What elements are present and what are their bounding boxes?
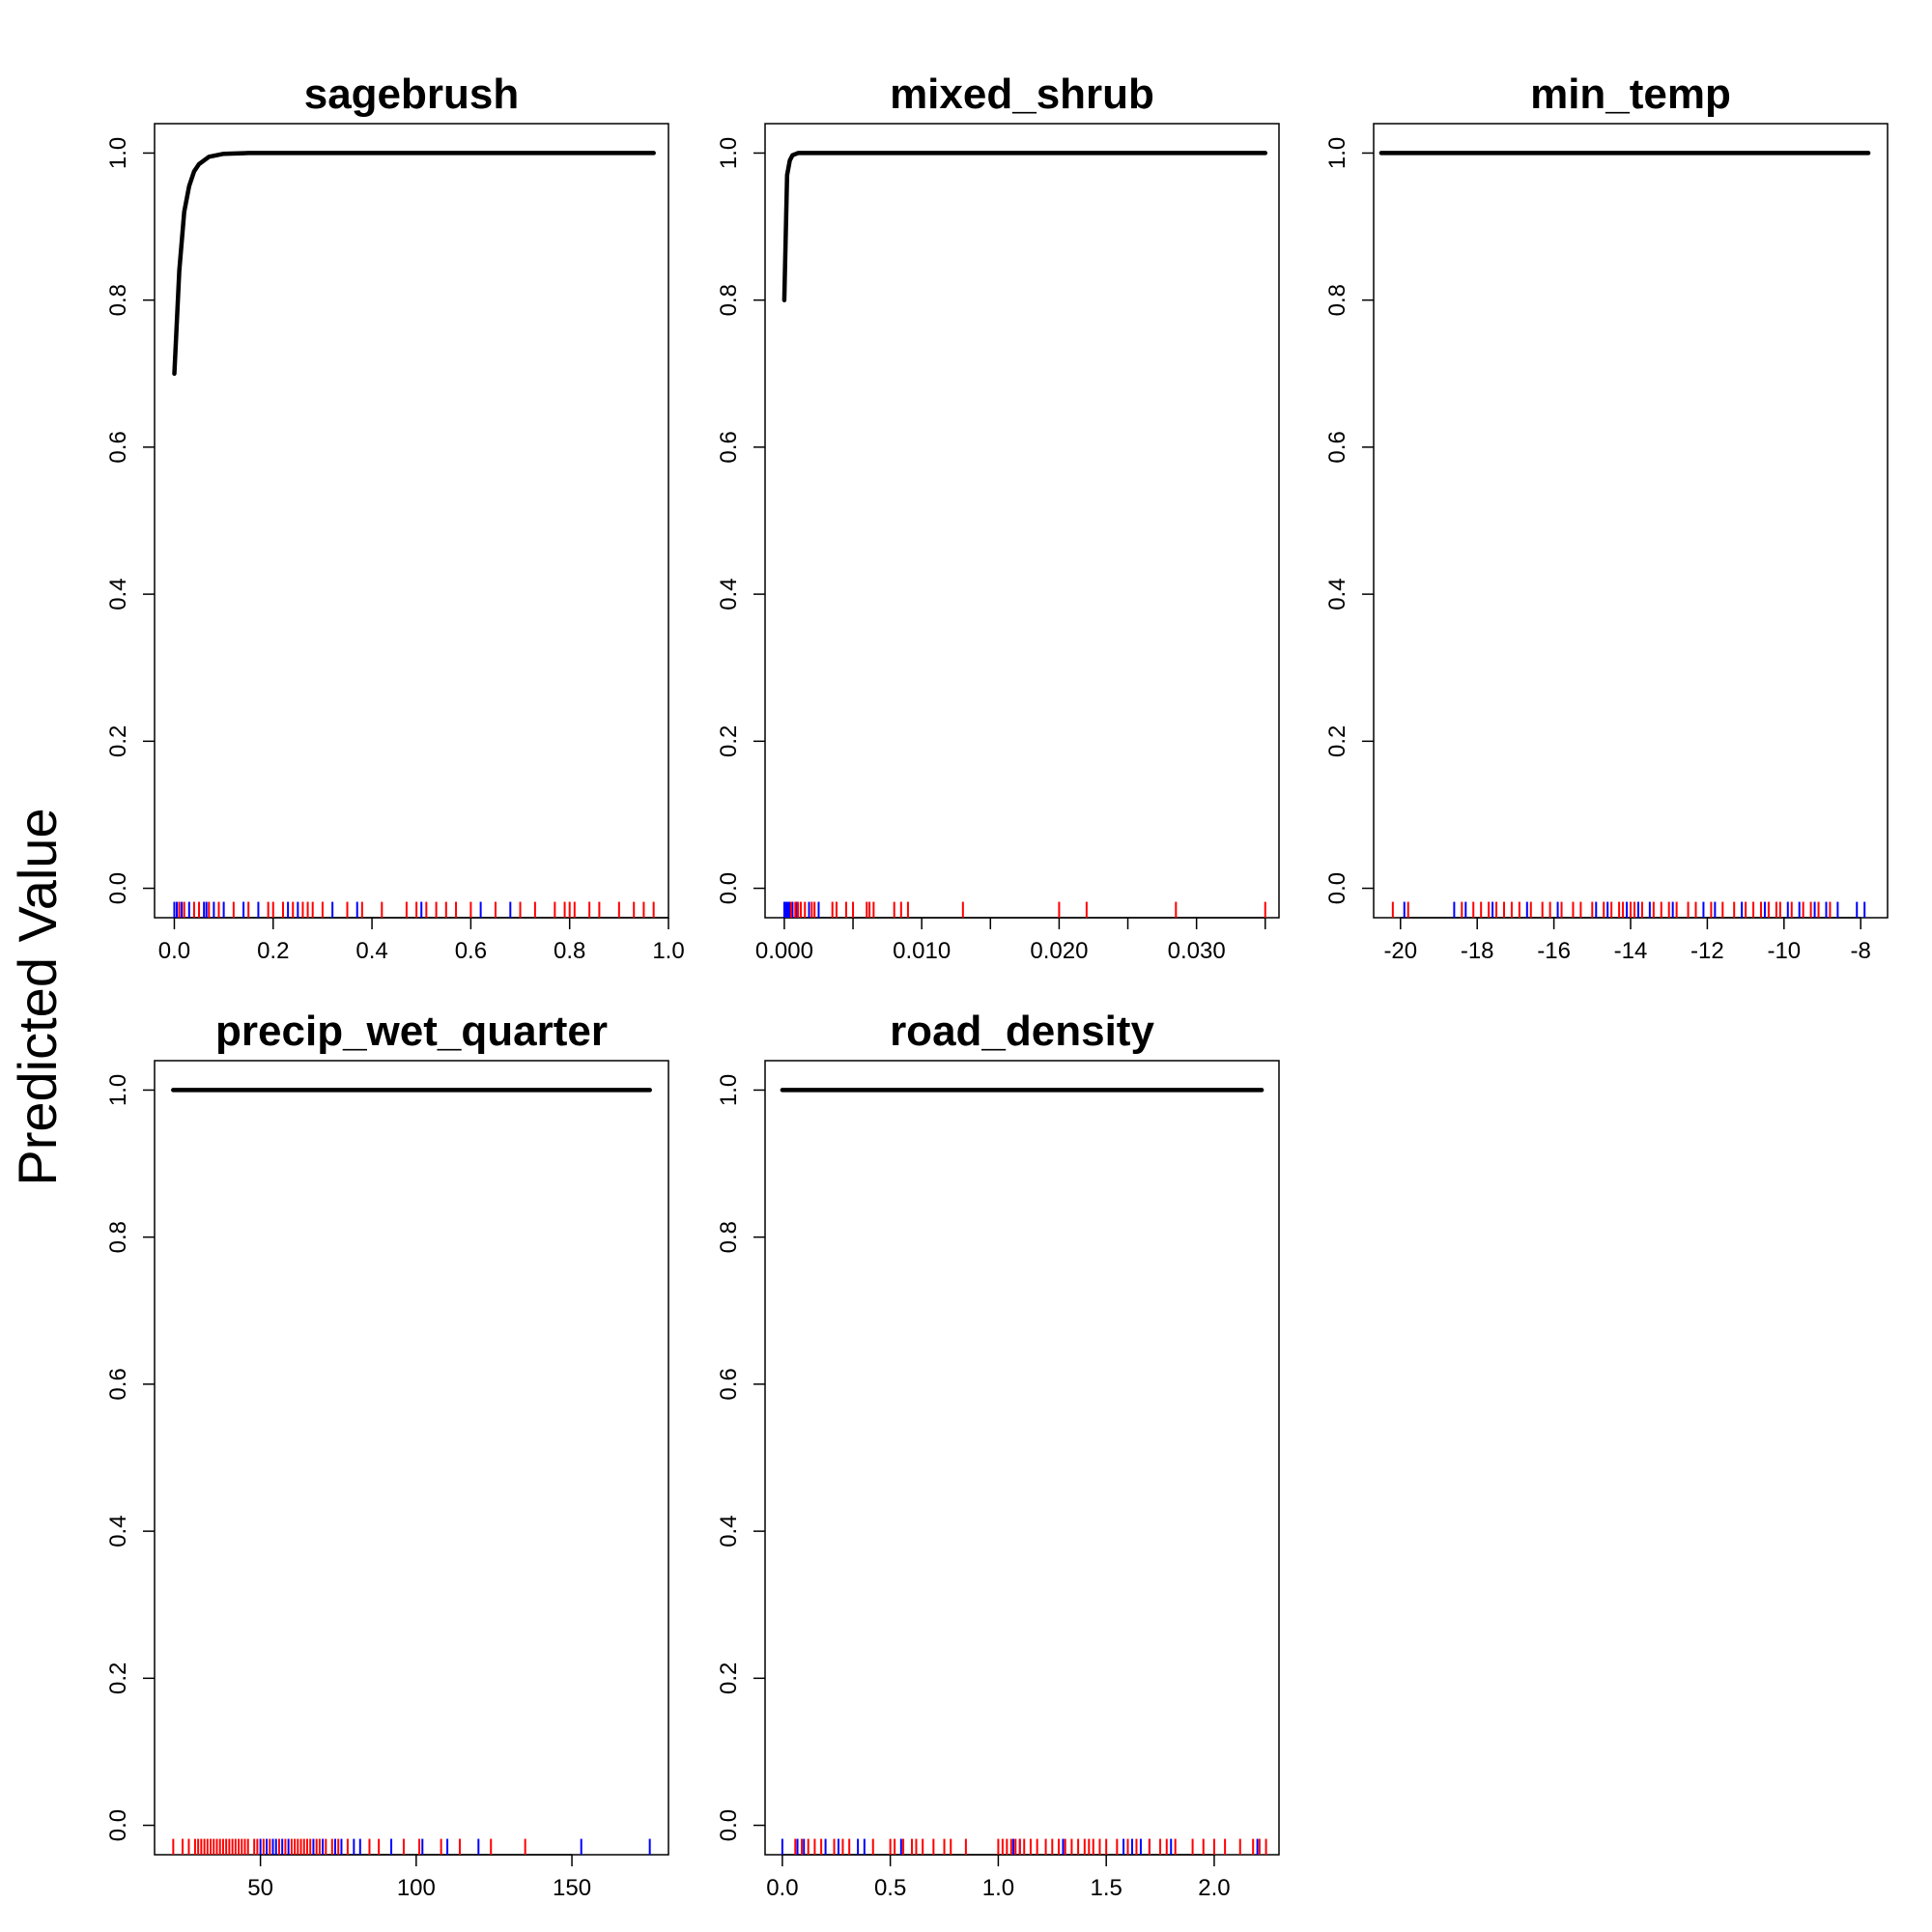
- x-tick-label: 50: [247, 1875, 273, 1901]
- x-tick-label: 0.6: [455, 938, 487, 964]
- y-tick-label: 0.2: [105, 725, 131, 757]
- x-tick-label: 0.020: [1030, 938, 1088, 964]
- x-tick-label: 0.0: [158, 938, 190, 964]
- y-tick-label: 0.2: [105, 1662, 131, 1694]
- y-tick-label: 0.6: [105, 431, 131, 463]
- x-tick-label: 1.5: [1090, 1875, 1122, 1901]
- x-tick-label: 0.5: [874, 1875, 906, 1901]
- x-tick-label: -12: [1690, 938, 1724, 964]
- panel-title: mixed_shrub: [890, 71, 1154, 118]
- y-tick-label: 1.0: [105, 137, 131, 169]
- y-tick-label: 0.0: [716, 1809, 742, 1841]
- plot-frame: [154, 123, 669, 919]
- plot-frame: [1373, 123, 1889, 919]
- panel-sagebrush: sagebrush 0.0 0.2 0.4 0.6 0.8 1.0 0.0 0.2 0.4 0.6 0…: [105, 71, 685, 964]
- y-tick-label: 0.4: [1324, 578, 1350, 610]
- plot-frame: [764, 123, 1280, 919]
- y-tick-label: 0.8: [105, 284, 131, 316]
- x-tick-label: 0.2: [257, 938, 289, 964]
- y-tick-label: 1.0: [1324, 137, 1350, 169]
- y-tick-label: 0.4: [105, 1515, 131, 1547]
- x-tick-label: 1.0: [652, 938, 684, 964]
- figure-ylabel: Predicted Value: [7, 808, 68, 1185]
- y-tick-label: 0.4: [105, 578, 131, 610]
- y-tick-label: 0.8: [1324, 284, 1350, 316]
- y-tick-label: 1.0: [716, 1074, 742, 1106]
- y-tick-label: 0.0: [105, 872, 131, 904]
- panel-precip-wet-quarter: precip_wet_quarter 0.0 0.2 0.4 0.6 0.8 1.0 50 10…: [105, 1008, 669, 1901]
- panel-road-density: road_density 0.0 0.2 0.4 0.6 0.8 1.0 0.0 0.5 1.0 1…: [716, 1008, 1280, 1901]
- x-tick-label: -10: [1767, 938, 1801, 964]
- x-tick-label: 0.010: [893, 938, 951, 964]
- y-tick-label: 0.4: [716, 578, 742, 610]
- panel-title: road_density: [890, 1008, 1154, 1055]
- x-tick-label: -8: [1851, 938, 1871, 964]
- y-tick-label: 1.0: [716, 137, 742, 169]
- panel-title: precip_wet_quarter: [215, 1008, 608, 1055]
- panel-min-temp: min_temp 0.0 0.2 0.4 0.6 0.8 1.0 -20 -18 -16 -14 -1…: [1324, 71, 1889, 964]
- panel-title: sagebrush: [304, 71, 520, 118]
- x-tick-label: 0.030: [1168, 938, 1226, 964]
- y-tick-label: 0.8: [716, 1221, 742, 1253]
- y-tick-label: 0.6: [716, 1368, 742, 1400]
- response-curve: [172, 151, 656, 377]
- y-tick-label: 0.2: [1324, 725, 1350, 757]
- y-tick-label: 0.8: [716, 284, 742, 316]
- x-tick-label: 0.0: [766, 1875, 798, 1901]
- y-tick-label: 0.0: [716, 872, 742, 904]
- y-tick-label: 0.6: [105, 1368, 131, 1400]
- y-tick-label: 0.6: [1324, 431, 1350, 463]
- y-tick-label: 0.0: [1324, 872, 1350, 904]
- y-tick-label: 0.8: [105, 1221, 131, 1253]
- y-tick-label: 0.2: [716, 1662, 742, 1694]
- y-tick-label: 0.0: [105, 1809, 131, 1841]
- x-tick-label: -18: [1461, 938, 1494, 964]
- x-tick-label: -14: [1614, 938, 1648, 964]
- x-tick-label: 0.4: [355, 938, 387, 964]
- y-tick-label: 0.2: [716, 725, 742, 757]
- x-tick-label: 150: [553, 1875, 591, 1901]
- x-tick-label: 1.0: [982, 1875, 1014, 1901]
- x-tick-label: -20: [1383, 938, 1417, 964]
- panel-grid: sagebrush 0.0 0.2 0.4 0.6 0.8 1.0 0.0 0.2 0.4 0.6 0…: [105, 71, 1889, 1901]
- panel-title: min_temp: [1530, 71, 1731, 118]
- y-tick-label: 1.0: [105, 1074, 131, 1106]
- x-tick-label: 0.000: [755, 938, 813, 964]
- y-tick-label: 0.6: [716, 431, 742, 463]
- response-curve: [781, 151, 1268, 302]
- x-tick-label: 2.0: [1198, 1875, 1230, 1901]
- plot-frame: [764, 1060, 1280, 1856]
- y-tick-label: 0.4: [716, 1515, 742, 1547]
- x-tick-label: 0.8: [554, 938, 585, 964]
- x-tick-label: 100: [397, 1875, 436, 1901]
- panel-mixed-shrub: mixed_shrub 0.0 0.2 0.4 0.6 0.8 1.0 0.000 0.010 0…: [716, 71, 1280, 964]
- x-tick-label: -16: [1537, 938, 1571, 964]
- plot-frame: [154, 1060, 669, 1856]
